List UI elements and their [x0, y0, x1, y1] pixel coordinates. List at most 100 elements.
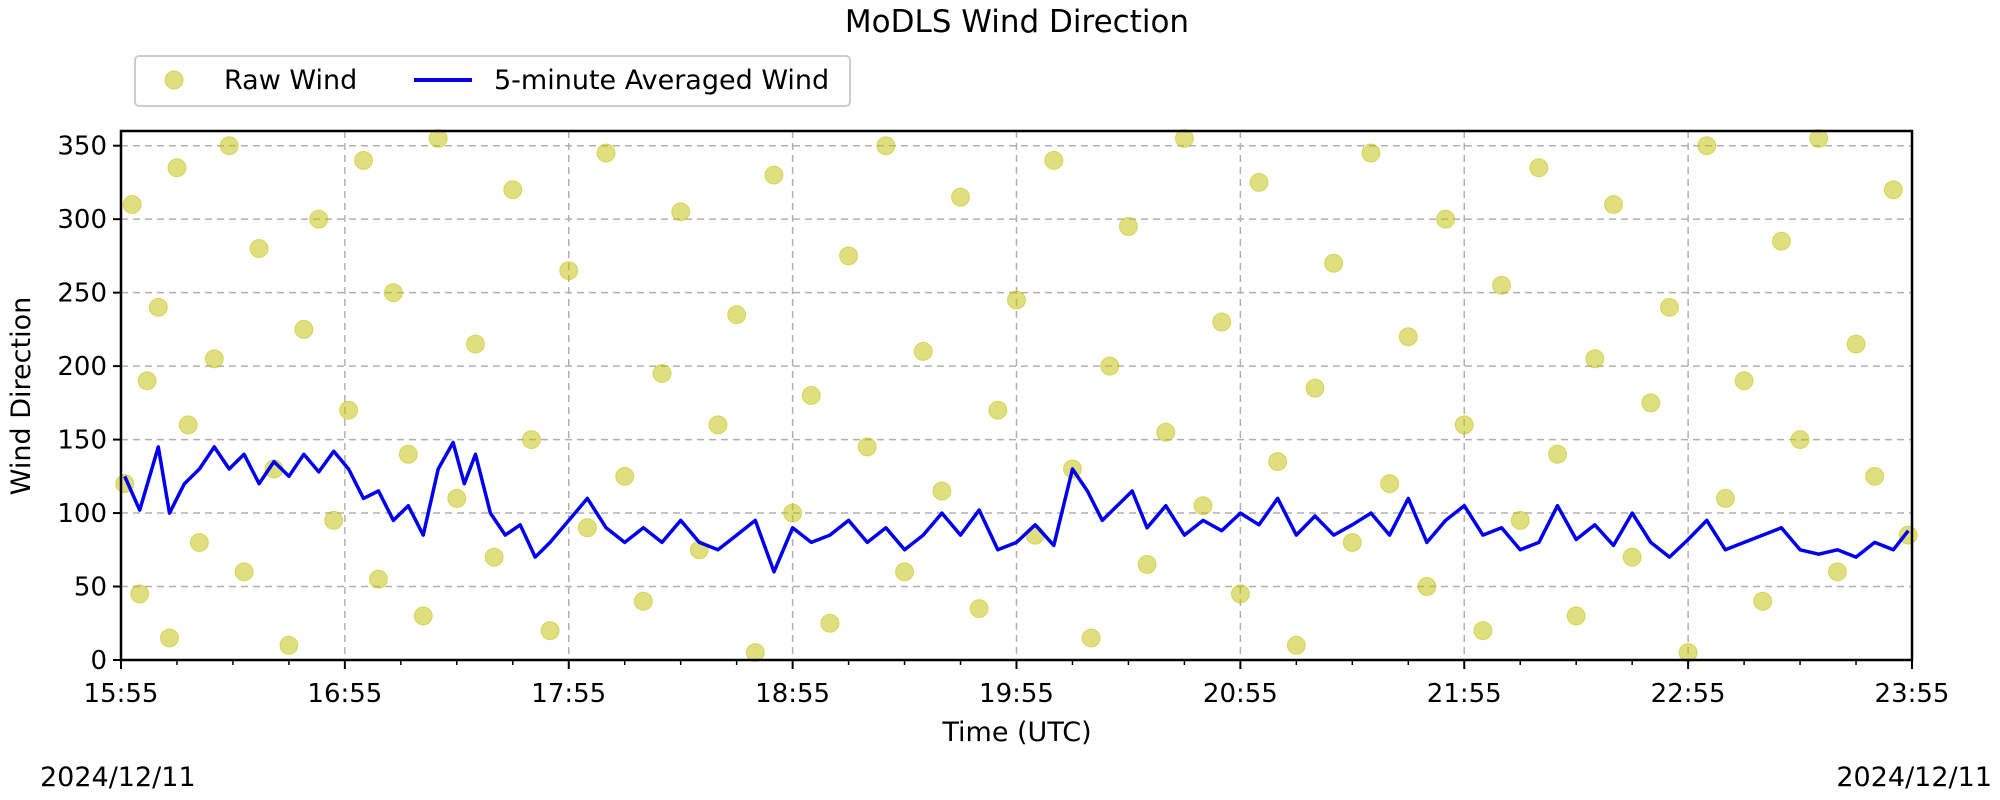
x-tick-label: 16:55 [307, 679, 382, 709]
raw-wind-point [876, 136, 896, 156]
x-tick-label: 20:55 [1203, 679, 1278, 709]
raw-wind-point [484, 547, 504, 567]
raw-wind-point [204, 349, 224, 369]
x-tick-label: 19:55 [979, 679, 1054, 709]
y-tick-label: 100 [57, 499, 107, 529]
raw-wind-point [1454, 415, 1474, 435]
raw-wind-point [633, 591, 653, 611]
raw-wind-point [1715, 488, 1735, 508]
raw-wind-point [596, 143, 616, 163]
raw-wind-point [130, 584, 150, 604]
raw-wind-point [122, 194, 142, 214]
raw-wind-point [1007, 290, 1026, 310]
x-axis-title: Time (UTC) [941, 717, 1091, 748]
raw-wind-point [1604, 194, 1623, 214]
raw-wind-point [1249, 172, 1269, 192]
raw-wind-point [1398, 327, 1418, 347]
raw-wind-point [148, 297, 168, 317]
raw-wind-point [540, 621, 560, 641]
raw-wind-point [1118, 217, 1138, 237]
raw-wind-point [1585, 349, 1605, 369]
raw-wind-point [465, 334, 485, 354]
raw-wind-point [1753, 591, 1773, 611]
x-tick-label: 21:55 [1427, 679, 1502, 709]
raw-wind-point [615, 466, 635, 486]
raw-wind-point [1510, 510, 1530, 530]
raw-wind-point [913, 341, 933, 361]
x-tick-label: 15:55 [84, 679, 159, 709]
raw-wind-point [652, 363, 672, 383]
raw-wind-point [1566, 606, 1586, 626]
y-tick-label: 0 [90, 646, 107, 676]
y-axis-title: Wind Direction [6, 297, 37, 495]
raw-wind-point [1324, 253, 1344, 273]
raw-wind-point [1156, 422, 1176, 442]
raw-wind-point [339, 400, 359, 420]
raw-wind-point [383, 283, 403, 303]
x-tick-label: 17:55 [531, 679, 606, 709]
y-tick-label: 50 [74, 573, 107, 603]
raw-wind-point [1548, 444, 1568, 464]
raw-wind-point [839, 246, 859, 266]
raw-wind-point [783, 503, 803, 523]
raw-wind-point [801, 386, 821, 405]
plot-area [115, 128, 1918, 663]
raw-wind-point [1622, 547, 1642, 567]
raw-wind-point [1230, 584, 1250, 604]
raw-wind-point [1436, 209, 1456, 229]
raw-wind-point [234, 562, 254, 582]
y-tick-label: 200 [57, 352, 107, 382]
raw-wind-point [521, 430, 541, 450]
raw-wind-point [160, 628, 180, 648]
raw-wind-point [189, 532, 209, 552]
raw-wind-point [279, 635, 299, 655]
raw-wind-point [219, 136, 239, 156]
x-tick-label: 23:55 [1875, 679, 1950, 709]
raw-wind-point [820, 613, 840, 633]
y-tick-label: 250 [57, 279, 107, 309]
raw-wind-point [1529, 158, 1549, 178]
raw-wind-point [1268, 452, 1288, 472]
x-tick-label: 22:55 [1651, 679, 1726, 709]
raw-wind-point [1809, 128, 1829, 148]
raw-wind-point [951, 187, 971, 207]
raw-wind-point [559, 261, 579, 281]
chart-title: MoDLS Wind Direction [845, 4, 1189, 40]
raw-wind-point [1865, 466, 1885, 486]
raw-wind-point [764, 165, 784, 185]
raw-wind-point [324, 510, 344, 530]
y-axis: 0 50 100 150 200 250 300 350 [57, 132, 121, 676]
raw-wind-point [1492, 275, 1512, 295]
raw-wind-point [1342, 532, 1362, 552]
averaged-wind-line [123, 440, 1910, 574]
raw-wind-point [249, 239, 269, 259]
legend-raw-wind-label: Raw Wind [224, 65, 357, 96]
raw-wind-point [368, 569, 388, 589]
raw-wind-point [727, 305, 747, 325]
raw-wind-point [1044, 150, 1064, 170]
raw-wind-point [294, 319, 314, 339]
raw-wind-point [1771, 231, 1791, 251]
raw-wind-point [1193, 496, 1213, 516]
legend-raw-wind-marker [164, 70, 184, 90]
raw-wind-point [1659, 297, 1679, 317]
raw-wind-point [1846, 334, 1866, 354]
raw-wind-point [1361, 143, 1381, 163]
raw-wind-point [1137, 554, 1157, 574]
y-tick-label: 300 [57, 205, 107, 235]
raw-wind-point [577, 518, 597, 538]
raw-wind-point [745, 643, 765, 663]
raw-wind-point [413, 606, 433, 626]
raw-wind-point [671, 202, 691, 222]
raw-wind-point [398, 444, 418, 464]
raw-wind-point [1174, 128, 1194, 148]
raw-wind-point [503, 180, 523, 200]
raw-wind-point [178, 415, 198, 435]
raw-wind-point [857, 437, 877, 457]
legend: Raw Wind 5-minute Averaged Wind [134, 55, 851, 107]
raw-wind-point [137, 371, 157, 391]
y-tick-label: 150 [57, 426, 107, 456]
raw-wind-point [428, 128, 448, 148]
date-label-left: 2024/12/11 [40, 762, 196, 793]
